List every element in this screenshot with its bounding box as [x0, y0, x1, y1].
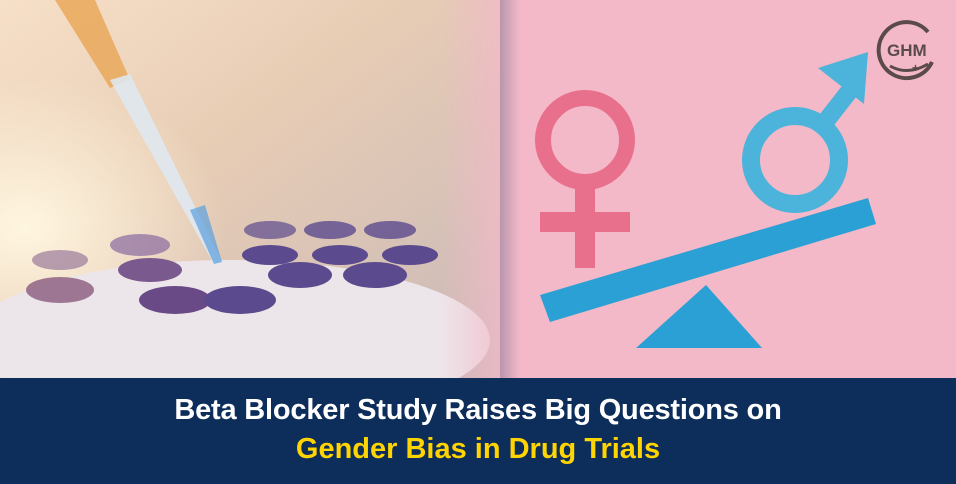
svg-text:GHM: GHM: [887, 41, 927, 60]
seesaw-icon: [540, 198, 876, 348]
ghm-logo: GHM +: [876, 20, 934, 81]
headline-line-2: Gender Bias in Drug Trials: [295, 433, 661, 465]
svg-text:+: +: [912, 61, 919, 75]
male-symbol-icon: [742, 52, 868, 213]
pipette: [55, 0, 222, 264]
hero-image: [0, 0, 956, 378]
female-symbol-icon: [535, 90, 635, 268]
headline-line-1: Beta Blocker Study Raises Big Questions …: [174, 394, 782, 426]
vials: [26, 221, 438, 314]
headline-bar: Beta Blocker Study Raises Big Questions …: [0, 378, 956, 484]
